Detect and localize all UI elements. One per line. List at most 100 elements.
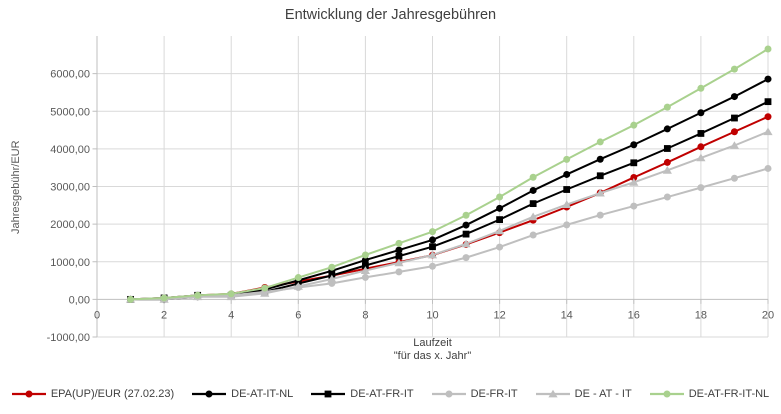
series-marker-triangle (461, 239, 471, 248)
x-axis-title-line1: Laufzeit (413, 337, 452, 349)
x-tick-label: 12 (493, 309, 505, 321)
legend-item-epa-up-eur-27-02-23: EPA(UP)/EUR (27.02.23) (11, 388, 175, 400)
series-marker-triangle (629, 178, 639, 186)
series-marker-triangle (327, 274, 337, 283)
x-tick-label: 4 (228, 309, 234, 321)
series-marker-circle (697, 84, 705, 92)
series-marker-circle (596, 138, 604, 146)
series-marker-triangle (427, 250, 438, 259)
x-axis-title: Laufzeit "für das x. Jahr" (97, 337, 768, 363)
series-marker-circle (630, 173, 638, 181)
x-tick-label: 2 (161, 309, 167, 321)
legend-item-de-at-it: DE - AT - IT (535, 388, 632, 400)
legend-label-de-at-fr-it: DE-AT-FR-IT (350, 388, 414, 400)
series-marker-circle (630, 121, 638, 129)
series-marker-circle (563, 170, 571, 178)
series-marker-circle (429, 262, 436, 270)
series-marker-circle (730, 65, 738, 73)
series-line (129, 130, 769, 301)
series-marker-circle (496, 193, 504, 201)
series-marker-circle (261, 284, 269, 292)
series-marker-circle (361, 256, 369, 264)
series-marker-circle (127, 295, 135, 303)
series-line (129, 100, 769, 301)
series-marker-circle (764, 113, 772, 121)
series-marker-circle (395, 246, 403, 254)
y-tick-label: 3000,00 (50, 182, 90, 194)
series-marker-triangle (495, 226, 505, 235)
x-axis-title-line2: "für das x. Jahr" (393, 350, 472, 362)
x-tick-label: 0 (94, 309, 100, 321)
legend-label-de-at-fr-it-nl: DE-AT-FR-IT-NL (688, 388, 770, 400)
series-marker-circle (630, 202, 638, 210)
legend-label-de-at-it: DE - AT - IT (574, 388, 632, 400)
series-marker-circle (730, 128, 738, 136)
series-marker-circle (361, 251, 369, 259)
series-marker-square (529, 200, 537, 208)
x-tick-label: 8 (362, 309, 368, 321)
series-marker-circle (663, 125, 671, 133)
series-marker-circle (194, 291, 202, 299)
series-line (129, 115, 769, 301)
series-marker-triangle (528, 212, 538, 221)
series-marker-circle (496, 243, 504, 251)
chart-title: Entwicklung der Jahresgebühren (284, 7, 497, 23)
series-marker-square (362, 262, 369, 269)
series-marker-circle (663, 158, 671, 166)
series-marker-circle (395, 239, 403, 247)
series-marker-square (563, 186, 571, 193)
series-marker-circle (730, 174, 738, 182)
series-marker-circle (429, 236, 436, 244)
series-marker-circle (429, 228, 436, 236)
series-line (129, 167, 769, 301)
series-marker-square (663, 145, 671, 152)
series-marker-triangle (394, 258, 404, 267)
y-tick-label: 5000,00 (50, 106, 90, 118)
legend-square-marker-icon (311, 390, 346, 398)
series-marker-square (764, 98, 772, 106)
x-tick-label: 10 (426, 309, 438, 321)
series-marker-circle (730, 93, 738, 101)
legend-label-de-at-it-nl: DE-AT-IT-NL (231, 388, 294, 400)
series-marker-circle (361, 273, 369, 281)
legend-triangle-marker-icon (535, 389, 570, 398)
series-marker-circle (697, 109, 705, 117)
y-tick-label: 2000,00 (50, 219, 90, 231)
series-marker-triangle (562, 200, 572, 208)
series-marker-triangle (595, 188, 605, 197)
series-marker-triangle (729, 141, 740, 149)
legend-circle-marker-icon (11, 390, 46, 398)
series-marker-circle (630, 141, 638, 149)
series-marker-square (731, 114, 738, 122)
legend-circle-marker-icon (649, 390, 684, 398)
series-marker-circle (596, 211, 604, 219)
series-marker-square (395, 252, 403, 260)
legend-item-de-fr-it: DE-FR-IT (431, 388, 518, 400)
series-marker-circle (328, 263, 336, 271)
series-marker-circle (697, 184, 705, 192)
series-marker-circle (160, 294, 168, 302)
series-marker-square (630, 159, 638, 167)
series-marker-circle (529, 186, 537, 194)
y-tick-label: 6000,00 (50, 69, 90, 81)
series-line (129, 78, 769, 301)
legend-circle-marker-icon (192, 390, 227, 398)
series-marker-triangle (293, 282, 303, 290)
series-marker-circle (462, 211, 470, 219)
y-tick-label: 4000,00 (50, 144, 90, 156)
series-marker-circle (529, 231, 537, 239)
legend-label-epa-up-eur-27-02-23: EPA(UP)/EUR (27.02.23) (50, 388, 175, 400)
series-marker-square (429, 243, 436, 251)
series-marker-circle (563, 155, 571, 163)
series-marker-square (697, 130, 705, 137)
x-tick-label: 6 (295, 309, 301, 321)
x-tick-label: 16 (628, 309, 640, 321)
y-tick-label: 1000,00 (50, 257, 90, 269)
series-marker-circle (764, 75, 772, 83)
series-marker-circle (529, 173, 537, 181)
series-marker-triangle (696, 153, 706, 162)
x-tick-label: 20 (762, 309, 774, 321)
series-marker-square (462, 230, 470, 238)
y-tick-label: 0,00 (69, 294, 90, 306)
